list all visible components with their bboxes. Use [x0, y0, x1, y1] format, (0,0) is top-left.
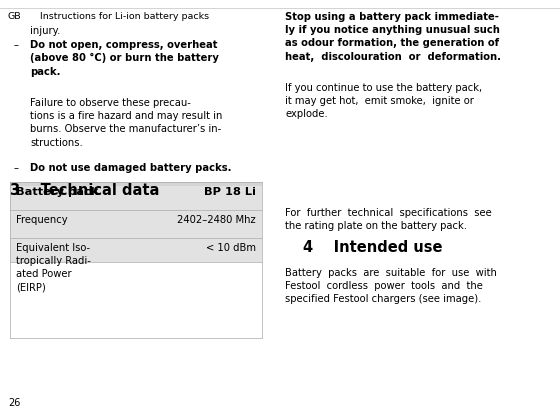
Text: BP 18 Li: BP 18 Li	[204, 187, 256, 197]
Text: Battery pack: Battery pack	[16, 187, 99, 197]
Text: 3    Technical data: 3 Technical data	[10, 183, 160, 198]
Text: –: –	[14, 163, 19, 173]
Bar	[10, 186, 262, 262]
Text: Failure to observe these precau-
tions is a fire hazard and may result in
burns.: Failure to observe these precau- tions i…	[30, 98, 222, 148]
Text: Instructions for Li-ion battery packs: Instructions for Li-ion battery packs	[40, 12, 209, 21]
Text: 2402–2480 Mhz: 2402–2480 Mhz	[178, 215, 256, 225]
Text: GB: GB	[8, 12, 22, 21]
Text: Stop using a battery pack immediate-
ly if you notice anything unusual such
as o: Stop using a battery pack immediate- ly …	[285, 12, 501, 62]
Bar	[10, 214, 262, 238]
Text: 26: 26	[8, 398, 20, 408]
Text: For  further  technical  specifications  see
the rating plate on the battery pac: For further technical specifications see…	[285, 208, 492, 231]
Text: –: –	[14, 40, 19, 50]
Text: Equivalent Iso-
tropically Radi-
ated Power
(EIRP): Equivalent Iso- tropically Radi- ated Po…	[16, 243, 91, 293]
Bar	[10, 182, 262, 210]
Text: Frequency: Frequency	[16, 215, 68, 225]
Text: 4    Intended use: 4 Intended use	[303, 240, 442, 255]
Text: < 10 dBm: < 10 dBm	[206, 243, 256, 253]
Text: injury.: injury.	[30, 26, 60, 36]
Text: Do not use damaged battery packs.: Do not use damaged battery packs.	[30, 163, 231, 173]
Text: If you continue to use the battery pack,
it may get hot,  emit smoke,  ignite or: If you continue to use the battery pack,…	[285, 83, 482, 120]
Text: Battery  packs  are  suitable  for  use  with
Festool  cordless  power  tools  a: Battery packs are suitable for use with …	[285, 268, 497, 305]
Text: Do not open, compress, overheat
(above 80 °C) or burn the battery
pack.: Do not open, compress, overheat (above 8…	[30, 40, 219, 76]
